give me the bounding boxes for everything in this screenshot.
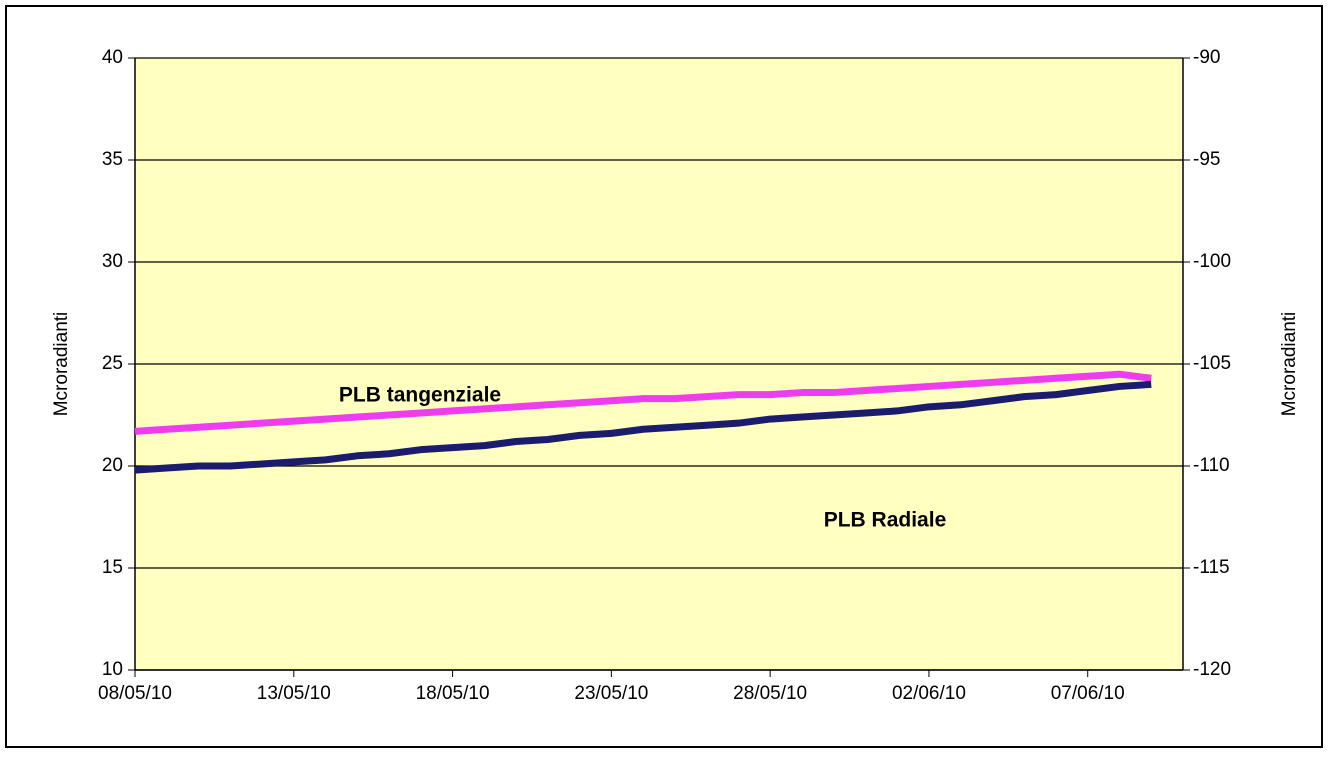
y-tick-label: 40 [102, 47, 123, 68]
y-tick-label: 15 [102, 557, 123, 578]
y-axis-label: Mcroradianti [51, 312, 72, 417]
series-line [134, 380, 1152, 474]
y2-tick-label: -100 [1193, 251, 1231, 272]
y2-axis-label: Mcroradianti [1279, 312, 1300, 417]
x-tick-label: 02/06/10 [892, 683, 966, 704]
x-tick-label: 13/05/10 [257, 683, 331, 704]
y-tick-label: 30 [102, 251, 123, 272]
series-line [134, 370, 1152, 435]
x-tick-label: 23/05/10 [574, 683, 648, 704]
y-tick-label: 25 [102, 353, 123, 374]
y2-tick-label: -120 [1193, 659, 1231, 680]
y2-tick-label: -105 [1193, 353, 1231, 374]
y-tick-label: 10 [102, 659, 123, 680]
x-tick-label: 08/05/10 [98, 683, 172, 704]
x-tick-label: 28/05/10 [733, 683, 807, 704]
y-tick-label: 20 [102, 455, 123, 476]
series-label: PLB tangenziale [339, 384, 501, 407]
y-tick-label: 35 [102, 149, 123, 170]
x-tick-label: 07/06/10 [1051, 683, 1125, 704]
y2-tick-label: -90 [1193, 47, 1220, 68]
series-label: PLB Radiale [824, 509, 947, 532]
y2-tick-label: -95 [1193, 149, 1220, 170]
y2-tick-label: -115 [1193, 557, 1230, 578]
y2-tick-label: -110 [1193, 455, 1230, 476]
x-tick-label: 18/05/10 [416, 683, 490, 704]
